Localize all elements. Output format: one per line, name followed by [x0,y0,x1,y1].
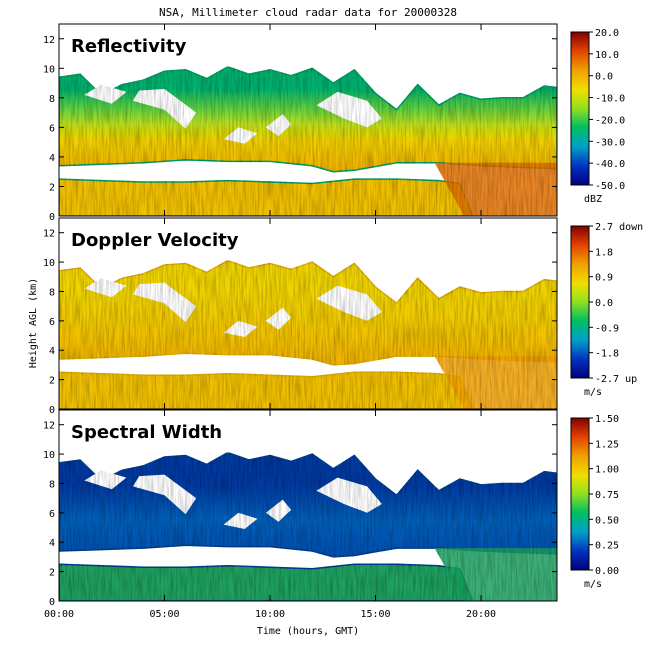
y-tick-label: 0 [49,597,55,608]
colorbar-tick-label: -50.0 [595,181,625,192]
colorbar-tick-label: 0.50 [595,515,619,526]
y-tick-label: 6 [49,123,55,134]
y-tick-label: 10 [43,258,55,269]
heatmap-area [59,410,557,601]
colorbar-tick-label: -10.0 [595,94,625,105]
colorbar: 1.50 1.25 1.00 0.75 0.50 0.25 0.00 m/s [570,414,619,590]
colorbar-tick-label: 1.8 [595,247,613,258]
x-axis [58,24,482,216]
y-tick-label: 2 [49,376,55,387]
y-tick-label: 8 [49,479,55,490]
x-axis-label: Time (hours, GMT) [257,626,359,637]
x-tick-label: 15:00 [360,609,390,620]
figure-title: NSA, Millimeter cloud radar data for 200… [159,6,457,19]
y-tick-label: 10 [43,450,55,461]
colorbar-tick-label: 0.0 [595,298,613,309]
panel-title: Reflectivity [71,36,187,57]
y-axis: 0 2 4 6 8 10 12 [43,35,557,223]
y-axis: 0 2 4 6 8 10 12 [43,421,557,608]
panel-reflectivity: Reflectivity 0 2 4 6 8 10 12 20.0 10.0 0.0 -10.0 -20… [43,23,625,223]
colorbar-tick-label: -40.0 [595,159,625,170]
panel-doppler-velocity: Doppler Velocity 0 2 4 6 8 10 12 2.7 down 1.8 0.9 0… [43,217,643,416]
colorbar-tick-label: -20.0 [595,115,625,126]
y-tick-label: 2 [49,568,55,579]
colorbar-gradient [570,31,590,186]
y-axis-label: Height AGL (km) [28,278,39,368]
x-tick-label: 05:00 [149,609,179,620]
colorbar: 2.7 down 1.8 0.9 0.0 -0.9 -1.8 -2.7 up m/s [570,222,643,398]
cloud-echo [59,451,557,601]
colorbar-tick-label: 0.0 [595,72,613,83]
y-tick-label: 8 [49,287,55,298]
colorbar-unit: m/s [584,387,602,398]
colorbar-tick-label: 0.25 [595,541,619,552]
colorbar-tick-label: 1.25 [595,439,619,450]
colorbar-tick-label: 20.0 [595,28,619,39]
colorbar-tick-label: -0.9 [595,323,619,334]
plot-frame [58,409,558,602]
colorbar-tick-label: -2.7 up [595,374,637,385]
heatmap-area [59,218,557,409]
colorbar-tick-label: 0.9 [595,273,613,284]
colorbar-tick-label: 2.7 down [595,222,643,233]
panel-spectral-width: Spectral Width 0 2 4 6 8 10 12 00:00 05:00 10:00 15… [43,409,619,620]
cloud-echo [59,259,557,409]
x-tick-label: 20:00 [466,609,496,620]
panel-title: Spectral Width [71,422,222,443]
y-tick-label: 4 [49,153,55,164]
y-tick-label: 0 [49,405,55,416]
y-axis: 0 2 4 6 8 10 12 [43,229,557,416]
heatmap-area [59,24,557,216]
colorbar-tick-label: 0.00 [595,566,619,577]
colorbar-tick-label: -1.8 [595,349,619,360]
colorbar-unit: dBZ [584,194,602,205]
y-tick-label: 12 [43,421,55,432]
x-axis [58,218,482,409]
colorbar-tick-label: 1.00 [595,465,619,476]
panel-title: Doppler Velocity [71,230,239,251]
colorbar-tick-label: 10.0 [595,50,619,61]
x-tick-label: 00:00 [44,609,74,620]
y-tick-label: 6 [49,509,55,520]
x-axis: 00:00 05:00 10:00 15:00 20:00 [44,410,496,620]
plot-frame [58,23,558,217]
y-tick-label: 0 [49,212,55,223]
y-tick-label: 8 [49,94,55,105]
colorbar: 20.0 10.0 0.0 -10.0 -20.0 -30.0 -40.0 -50.0 dBZ [570,28,625,205]
y-tick-label: 12 [43,229,55,240]
colorbar-gradient [570,225,590,379]
colorbar-gradient [570,417,590,571]
y-tick-label: 10 [43,64,55,75]
colorbar-tick-label: 0.75 [595,490,619,501]
y-tick-label: 2 [49,182,55,193]
y-tick-label: 6 [49,317,55,328]
plot-frame [58,217,558,410]
y-tick-label: 4 [49,346,55,357]
y-tick-label: 4 [49,538,55,549]
colorbar-tick-label: 1.50 [595,414,619,425]
cloud-echo [59,65,557,216]
x-tick-label: 10:00 [255,609,285,620]
colorbar-tick-label: -30.0 [595,137,625,148]
y-tick-label: 12 [43,35,55,46]
colorbar-unit: m/s [584,579,602,590]
